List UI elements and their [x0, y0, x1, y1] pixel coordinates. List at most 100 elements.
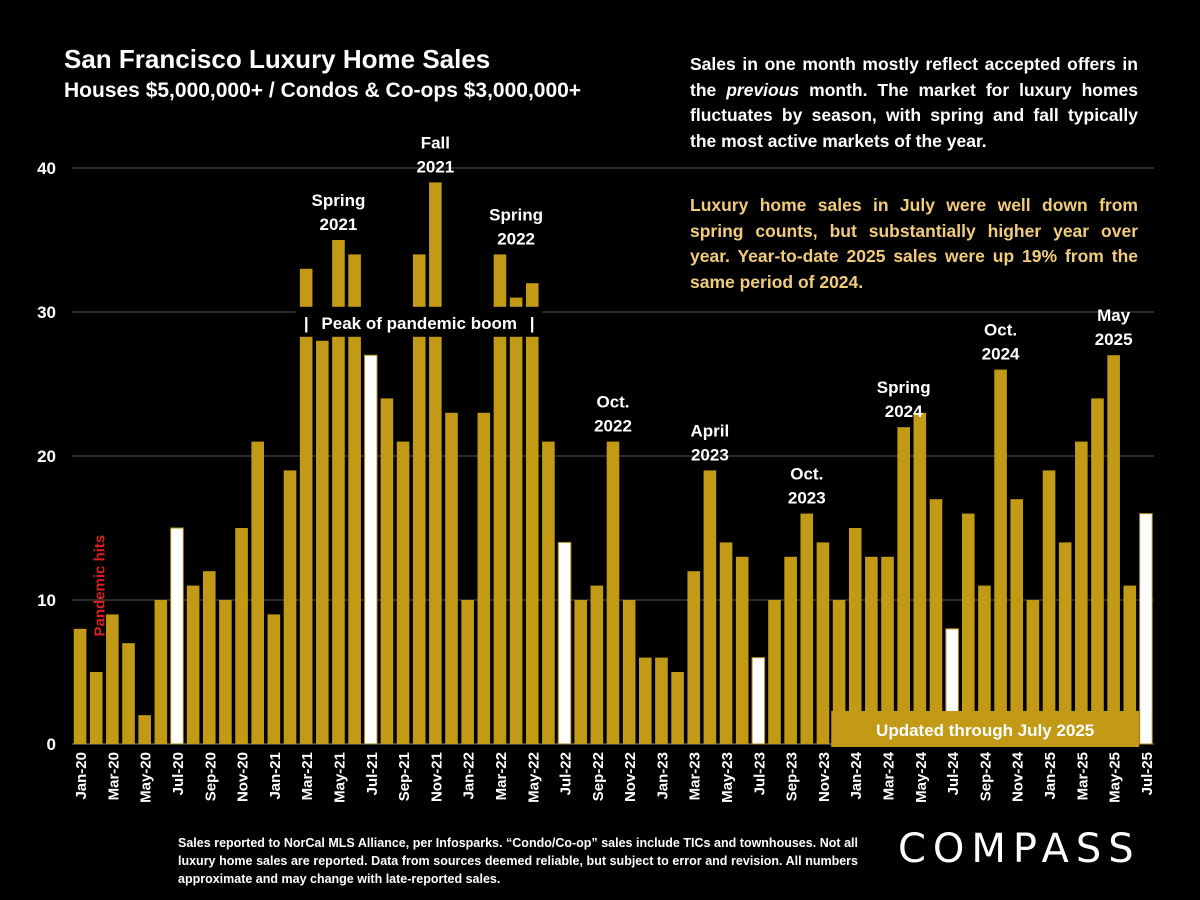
bar-Dec-24 [1026, 600, 1040, 744]
bar-Nov-20 [235, 528, 248, 744]
bar-Apr-23 [703, 470, 717, 744]
x-tick-label: Nov-21 [428, 752, 445, 802]
compass-logo: COMPASS [898, 826, 1141, 872]
bar-Aug-24 [961, 513, 975, 744]
bar-Mar-25 [1075, 441, 1088, 744]
bar-Dec-23 [832, 600, 846, 744]
annotation-label: 2022 [497, 229, 535, 248]
annotation-label: 2025 [1095, 330, 1133, 349]
bar-Jan-21 [267, 614, 281, 744]
annotation-label: May [1097, 306, 1131, 325]
bar-Jun-23 [735, 556, 749, 744]
bar-Jan-22 [461, 600, 474, 744]
bar-Oct-20 [219, 600, 232, 744]
pandemic-label: Pandemic hits [92, 535, 109, 637]
bar-May-20 [138, 715, 151, 744]
bar-Oct-24 [994, 369, 1007, 744]
bar-Jul-22 [557, 541, 572, 745]
x-tick-label: Jan-20 [73, 752, 90, 800]
annotation-label: Spring [877, 378, 931, 397]
x-tick-label: Nov-22 [622, 752, 639, 802]
x-tick-label: Sep-20 [202, 752, 219, 801]
bar-Feb-22 [477, 412, 491, 744]
x-tick-label: May-23 [719, 752, 736, 803]
x-tick-label: Jan-22 [461, 752, 478, 800]
updated-label: Updated through July 2025 [876, 721, 1094, 740]
bar-Sep-23 [784, 556, 797, 744]
x-tick-label: Jan-21 [267, 752, 284, 800]
x-tick-label: Nov-20 [235, 752, 252, 802]
bar-Jun-24 [929, 499, 943, 744]
bar-Apr-20 [122, 643, 135, 744]
bar-Mar-21 [299, 268, 313, 744]
bar-Dec-21 [445, 412, 458, 744]
bar-Jan-20 [73, 628, 87, 744]
bar-Dec-20 [251, 441, 265, 744]
x-tick-label: May-20 [138, 752, 155, 803]
x-tick-label: Jul-25 [1139, 752, 1156, 795]
band-bracket-right: | [530, 314, 535, 333]
annotation-label: 2024 [982, 345, 1020, 364]
x-tick-label: Mar-20 [105, 752, 122, 800]
annotation-label: Oct. [596, 393, 629, 412]
y-tick-label: 10 [37, 591, 56, 610]
annotation-label: 2021 [416, 157, 454, 176]
y-tick-label: 0 [47, 735, 56, 754]
bar-Feb-24 [865, 556, 878, 744]
bar-May-21 [332, 240, 345, 744]
y-tick-label: 30 [37, 303, 56, 322]
x-tick-label: Jul-21 [364, 752, 381, 795]
x-tick-label: Sep-22 [590, 752, 607, 801]
x-tick-label: Nov-23 [816, 752, 833, 802]
bar-Jun-22 [542, 441, 555, 744]
bar-Mar-22 [493, 254, 507, 744]
bar-Apr-24 [897, 427, 910, 744]
x-tick-label: Nov-24 [1010, 751, 1027, 802]
x-tick-label: Jan-24 [848, 751, 865, 799]
bar-Feb-25 [1058, 542, 1072, 744]
band-bracket-left: | [304, 314, 309, 333]
annotation-label: 2023 [691, 445, 729, 464]
annotation-label: 2022 [594, 417, 632, 436]
x-tick-label: Jul-22 [558, 752, 575, 795]
bar-Jan-23 [655, 657, 668, 744]
bar-Nov-23 [816, 542, 830, 744]
bar-Sep-20 [202, 571, 216, 744]
annotation-label: 2024 [885, 402, 923, 421]
annotation-label: Spring [312, 191, 366, 210]
x-tick-label: May-24 [913, 751, 930, 803]
bar-May-23 [719, 542, 733, 744]
bar-Nov-22 [622, 600, 636, 744]
bar-Aug-22 [574, 600, 587, 744]
bar-Apr-25 [1091, 398, 1104, 744]
bar-Jul-25 [1139, 513, 1153, 745]
x-tick-label: Jul-23 [751, 752, 768, 795]
bar-Aug-23 [768, 600, 781, 744]
x-tick-label: Jul-20 [170, 752, 187, 795]
x-tick-label: Jul-24 [945, 751, 962, 795]
bar-Oct-22 [606, 441, 620, 744]
annotation-label: April [691, 421, 730, 440]
bar-Oct-21 [412, 254, 426, 744]
x-tick-label: Sep-21 [396, 752, 413, 801]
annotation-label: 2023 [788, 489, 826, 508]
annotation-label: Oct. [984, 321, 1017, 340]
x-tick-label: Sep-24 [977, 751, 994, 801]
bar-Feb-23 [671, 672, 684, 744]
bar-Jul-21 [363, 354, 378, 745]
bar-Jun-20 [154, 600, 168, 744]
bar-Nov-24 [1010, 499, 1024, 744]
y-tick-label: 20 [37, 447, 56, 466]
bar-Aug-21 [380, 398, 394, 744]
band-label: Peak of pandemic boom [321, 314, 517, 333]
bar-Nov-21 [429, 182, 442, 744]
chart-subtitle: Houses $5,000,000+ / Condos & Co-ops $3,… [64, 79, 582, 102]
footer-source-note: Sales reported to NorCal MLS Alliance, p… [178, 836, 858, 886]
x-tick-label: Jan-23 [654, 752, 671, 800]
bar-Mar-24 [881, 556, 894, 744]
bar-Apr-21 [316, 340, 329, 744]
bar-Mar-23 [687, 571, 701, 744]
bar-Oct-23 [800, 513, 814, 744]
annotation-label: Oct. [790, 465, 823, 484]
